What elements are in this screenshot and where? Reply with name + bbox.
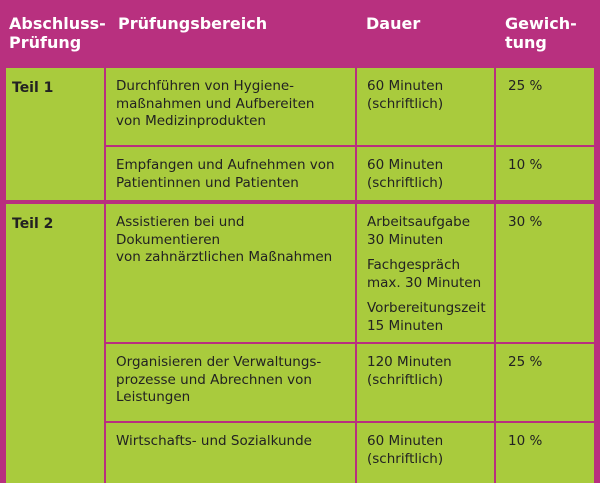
duration-line: Arbeitsaufgabe: [367, 214, 471, 230]
duration-block: 60 Minuten (schriftlich): [367, 78, 488, 113]
weight-value: 10 %: [508, 433, 543, 449]
row-area-cell: Wirtschafts- und Sozialkunde: [106, 423, 355, 483]
duration-line: (schriftlich): [367, 95, 444, 112]
header-weight: Gewich- tung: [505, 14, 577, 80]
duration-block: 60 Minuten (schriftlich): [367, 157, 488, 192]
part-label-teil-2: Teil 2: [6, 204, 104, 483]
row-area-cell: Organisieren der Verwaltungs- prozesse u…: [106, 344, 355, 421]
duration-line: 15 Minuten: [367, 317, 444, 334]
row-weight-cell: 10 %: [496, 423, 594, 483]
header-exam-part-line1: Abschluss-: [9, 14, 106, 33]
duration-line: (schriftlich): [367, 371, 444, 388]
row-weight-cell: 25 %: [496, 344, 594, 421]
part-label-teil-1: Teil 1: [6, 68, 104, 200]
row-area-cell: Empfangen und Aufnehmen von Patientinnen…: [106, 147, 355, 200]
duration-line: max. 30 Minuten: [367, 274, 482, 291]
area-line: Durchführen von Hygiene-: [116, 78, 295, 94]
duration-block: Vorbereitungszeit 15 Minuten: [367, 300, 488, 335]
area-line: Wirtschafts- und Sozialkunde: [116, 433, 312, 449]
header-exam-area: Prüfungsbereich: [118, 14, 267, 80]
part-label-text: Teil 1: [12, 80, 54, 96]
weight-value: 25 %: [508, 354, 543, 370]
row-duration-cell: 60 Minuten (schriftlich): [357, 423, 494, 483]
duration-line: (schriftlich): [367, 174, 444, 191]
area-line: Assistieren bei und Dokumentieren: [116, 214, 245, 248]
duration-line: 60 Minuten: [367, 433, 444, 449]
area-line: Empfangen und Aufnehmen von: [116, 157, 335, 173]
row-duration-cell: Arbeitsaufgabe 30 Minuten Fachgespräch m…: [357, 204, 494, 342]
row-duration-cell: 60 Minuten (schriftlich): [357, 68, 494, 145]
duration-line: Vorbereitungszeit: [367, 300, 486, 316]
area-line: maßnahmen und Aufbereiten: [116, 95, 315, 112]
duration-line: 60 Minuten: [367, 78, 444, 94]
row-duration-cell: 120 Minuten (schriftlich): [357, 344, 494, 421]
area-line: prozesse und Abrechnen von: [116, 371, 312, 388]
row-weight-cell: 30 %: [496, 204, 594, 342]
header-exam-part: Abschluss- Prüfung: [9, 14, 106, 80]
header-duration-label: Dauer: [366, 14, 421, 33]
part-label-text: Teil 2: [12, 216, 54, 232]
weight-value: 25 %: [508, 78, 543, 94]
duration-line: 120 Minuten: [367, 354, 452, 370]
area-line: von Medizinprodukten: [116, 113, 266, 129]
duration-line: 30 Minuten: [367, 231, 444, 248]
duration-line: (schriftlich): [367, 450, 444, 467]
header-weight-line1: Gewich-: [505, 14, 577, 33]
area-line: von zahnärztlichen Maßnahmen: [116, 249, 333, 265]
duration-block: 60 Minuten (schriftlich): [367, 433, 488, 468]
row-weight-cell: 25 %: [496, 68, 594, 145]
header-exam-area-label: Prüfungsbereich: [118, 14, 268, 33]
duration-block: Fachgespräch max. 30 Minuten: [367, 257, 488, 292]
row-area-cell: Assistieren bei und Dokumentieren von za…: [106, 204, 355, 342]
duration-block: 120 Minuten (schriftlich): [367, 354, 488, 389]
row-duration-cell: 60 Minuten (schriftlich): [357, 147, 494, 200]
header-exam-part-line2: Prüfung: [9, 33, 82, 52]
duration-line: Fachgespräch: [367, 257, 461, 273]
area-line: Organisieren der Verwaltungs-: [116, 354, 322, 370]
area-line: Leistungen: [116, 389, 191, 405]
duration-block: Arbeitsaufgabe 30 Minuten: [367, 214, 488, 249]
row-area-cell: Durchführen von Hygiene- maßnahmen und A…: [106, 68, 355, 145]
weight-value: 10 %: [508, 157, 543, 173]
area-line: Patientinnen und Patienten: [116, 174, 299, 191]
header-duration: Dauer: [366, 14, 420, 80]
duration-line: 60 Minuten: [367, 157, 444, 173]
header-weight-line2: tung: [505, 33, 547, 52]
weight-value: 30 %: [508, 214, 543, 230]
row-weight-cell: 10 %: [496, 147, 594, 200]
